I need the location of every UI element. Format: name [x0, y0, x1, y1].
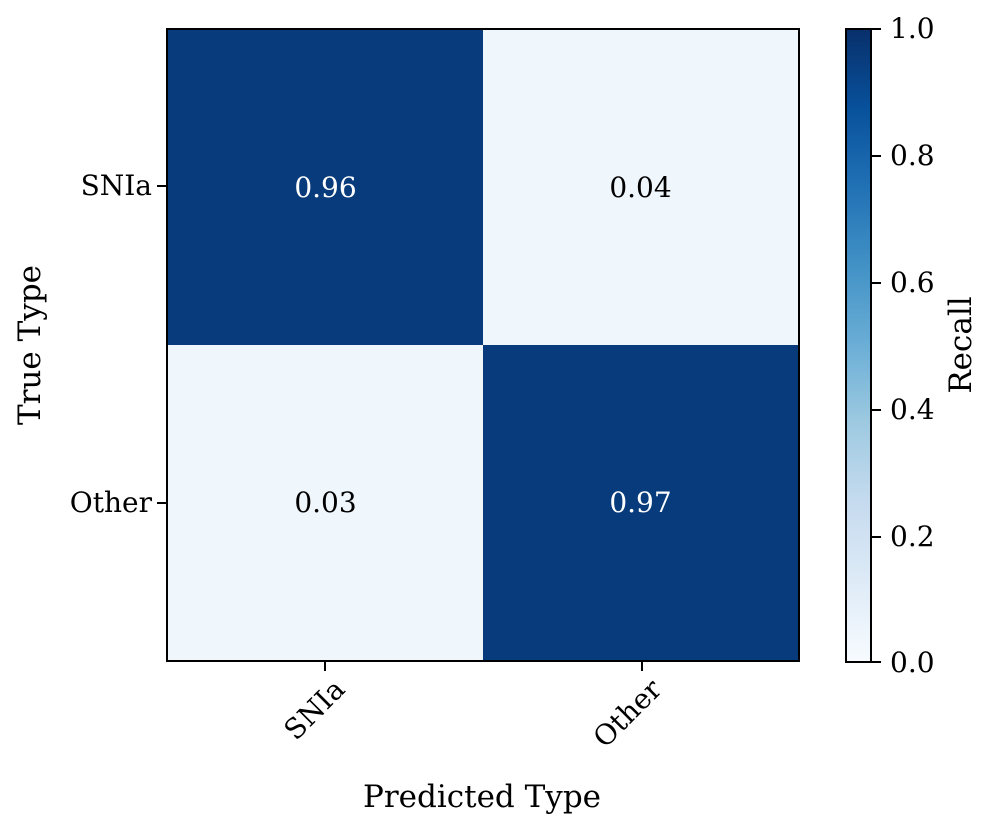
colorbar-tick-mark-0.2 — [872, 536, 881, 538]
colorbar-tick-mark-0.4 — [872, 409, 881, 411]
colorbar-tick-label-0.8: 0.8 — [890, 139, 935, 172]
matrix-cell-true-snia-pred-snia: 0.96 — [168, 30, 483, 345]
x-axis-title: Predicted Type — [362, 779, 602, 815]
x-tick-label-other: Other — [586, 672, 668, 755]
colorbar — [845, 28, 872, 663]
colorbar-tick-label-0.6: 0.6 — [890, 266, 935, 299]
colorbar-tick-mark-0.6 — [872, 282, 881, 284]
colorbar-tick-label-1.0: 1.0 — [890, 12, 935, 45]
colorbar-tick-mark-1.0 — [872, 28, 881, 30]
heatmap-axes: 0.96 0.04 0.03 0.97 — [166, 28, 800, 662]
y-axis-title: True Type — [12, 264, 48, 426]
y-tick-mark-other — [157, 502, 166, 504]
matrix-cell-true-snia-pred-other: 0.04 — [483, 30, 798, 345]
y-tick-mark-snia — [157, 185, 166, 187]
x-tick-label-snia: SNIa — [277, 672, 351, 747]
y-tick-label-other: Other — [69, 486, 152, 519]
x-tick-mark-other — [641, 662, 643, 671]
colorbar-tick-label-0.0: 0.0 — [890, 646, 935, 679]
matrix-cell-true-other-pred-snia: 0.03 — [168, 345, 483, 660]
matrix-cell-true-other-pred-other: 0.97 — [483, 345, 798, 660]
colorbar-tick-mark-0.8 — [872, 155, 881, 157]
colorbar-tick-mark-0.0 — [872, 661, 881, 663]
colorbar-tick-label-0.4: 0.4 — [890, 393, 935, 426]
colorbar-tick-label-0.2: 0.2 — [890, 520, 935, 553]
colorbar-title: Recall — [943, 296, 979, 394]
y-tick-label-snia: SNIa — [80, 169, 152, 202]
x-tick-mark-snia — [324, 662, 326, 671]
